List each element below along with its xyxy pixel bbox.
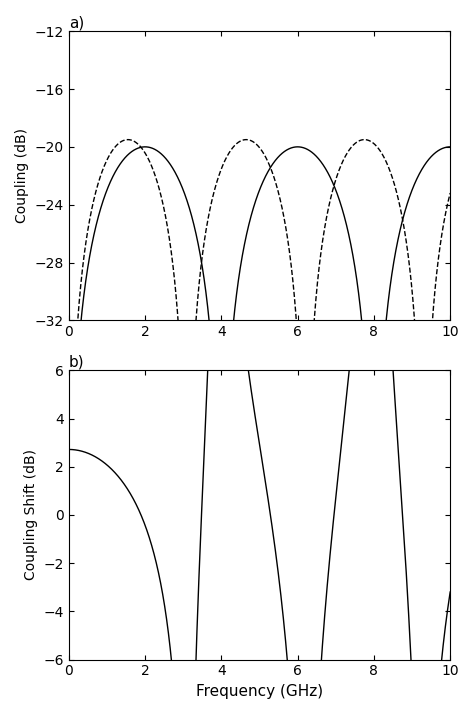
Text: b): b)	[69, 354, 84, 369]
X-axis label: Frequency (GHz): Frequency (GHz)	[196, 684, 323, 699]
Y-axis label: Coupling Shift (dB): Coupling Shift (dB)	[24, 450, 38, 580]
Text: a): a)	[69, 15, 84, 30]
Y-axis label: Coupling (dB): Coupling (dB)	[15, 129, 29, 223]
